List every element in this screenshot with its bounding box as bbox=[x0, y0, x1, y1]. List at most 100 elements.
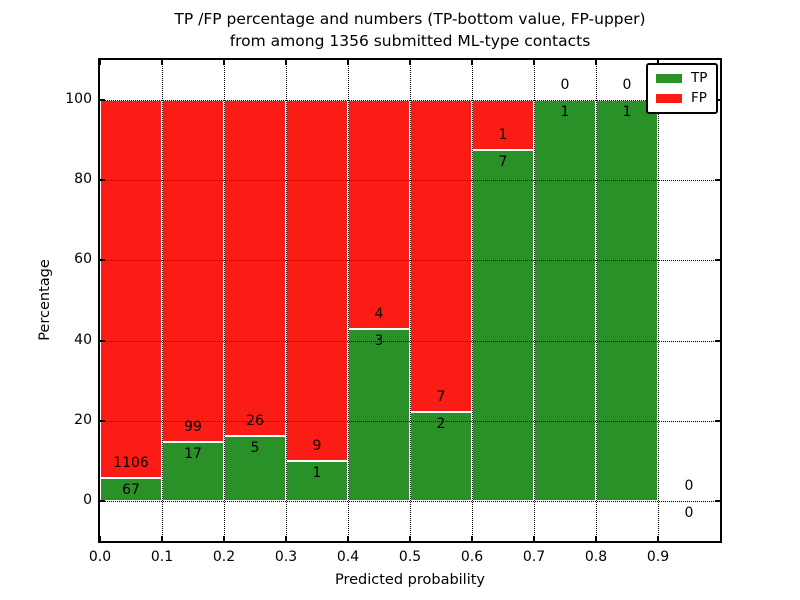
x-tickmark bbox=[347, 60, 349, 65]
x-tick-label: 0.7 bbox=[522, 549, 546, 565]
tp-count-label: 1 bbox=[560, 104, 570, 121]
tp-count-label: 1 bbox=[622, 104, 632, 121]
x-tickmark bbox=[223, 60, 225, 65]
legend-label-tp: TP bbox=[691, 70, 708, 86]
x-tickmark bbox=[657, 60, 659, 65]
x-tickmark bbox=[347, 536, 349, 541]
fp-count-label: 99 bbox=[184, 419, 202, 436]
x-tickmark bbox=[471, 60, 473, 65]
legend-item-tp: TP bbox=[656, 70, 708, 86]
chart-title: TP /FP percentage and numbers (TP-bottom… bbox=[90, 9, 730, 52]
y-tickmark bbox=[100, 339, 105, 342]
tp-count-label: 17 bbox=[184, 446, 202, 463]
tp-bar-segment bbox=[472, 150, 534, 501]
x-tick-label: 0.2 bbox=[212, 549, 236, 565]
fp-count-label: 7 bbox=[436, 388, 446, 405]
vertical-gridline bbox=[596, 60, 597, 541]
x-tickmark bbox=[285, 536, 287, 541]
x-tick-label: 0.5 bbox=[398, 549, 422, 565]
vertical-gridline bbox=[534, 60, 535, 541]
x-tickmark bbox=[285, 60, 287, 65]
x-tick-label: 0.1 bbox=[150, 549, 174, 565]
tp-count-label: 2 bbox=[436, 415, 446, 432]
fp-count-label: 1 bbox=[498, 127, 508, 144]
x-tickmark bbox=[409, 536, 411, 541]
y-tick-label: 20 bbox=[74, 411, 92, 428]
chart-title-line1: TP /FP percentage and numbers (TP-bottom… bbox=[174, 10, 646, 28]
y-axis-label: Percentage bbox=[37, 259, 53, 341]
y-tickmark bbox=[100, 99, 105, 102]
fp-bar-segment bbox=[286, 100, 348, 461]
y-tickmark bbox=[715, 259, 720, 262]
x-tickmark bbox=[223, 536, 225, 541]
tp-count-label: 7 bbox=[498, 154, 508, 171]
x-tickmark bbox=[595, 60, 597, 65]
x-tickmark bbox=[471, 536, 473, 541]
tp-color-swatch bbox=[656, 74, 682, 83]
x-tickmark bbox=[533, 536, 535, 541]
legend-label-fp: FP bbox=[691, 90, 707, 106]
fp-count-label: 26 bbox=[246, 413, 264, 430]
fp-count-label: 0 bbox=[622, 77, 632, 94]
vertical-gridline bbox=[410, 60, 411, 541]
vertical-gridline bbox=[224, 60, 225, 541]
x-axis-label: Predicted probability bbox=[334, 572, 486, 588]
x-tickmark bbox=[595, 536, 597, 541]
x-tickmark bbox=[161, 60, 163, 65]
y-tickmark bbox=[715, 499, 720, 502]
y-tickmark bbox=[715, 179, 720, 182]
fp-bar-segment bbox=[162, 100, 224, 443]
x-tickmark bbox=[99, 60, 101, 65]
tp-count-label: 67 bbox=[122, 482, 140, 499]
fp-count-label: 0 bbox=[560, 77, 570, 94]
tp-count-label: 0 bbox=[684, 504, 694, 521]
y-tickmark bbox=[715, 339, 720, 342]
tp-count-label: 3 bbox=[374, 333, 384, 350]
y-tickmark bbox=[100, 259, 105, 262]
tp-bar-segment bbox=[596, 100, 658, 501]
tp-bar-segment bbox=[348, 329, 410, 501]
fp-count-label: 0 bbox=[684, 477, 694, 494]
y-tickmark bbox=[100, 499, 105, 502]
y-tick-label: 0 bbox=[83, 491, 92, 508]
x-tick-label: 0.0 bbox=[88, 549, 112, 565]
fp-count-label: 9 bbox=[312, 437, 322, 454]
x-tick-label: 0.6 bbox=[460, 549, 484, 565]
y-tickmark bbox=[715, 419, 720, 422]
fp-color-swatch bbox=[656, 94, 682, 103]
vertical-gridline bbox=[348, 60, 349, 541]
y-tick-label: 80 bbox=[74, 171, 92, 188]
fp-count-label: 4 bbox=[374, 306, 384, 323]
tp-bar-segment bbox=[100, 478, 162, 501]
x-tickmark bbox=[533, 60, 535, 65]
y-tick-label: 40 bbox=[74, 331, 92, 348]
vertical-gridline bbox=[286, 60, 287, 541]
legend: TP FP bbox=[646, 63, 718, 114]
vertical-gridline bbox=[472, 60, 473, 541]
y-tickmark bbox=[100, 419, 105, 422]
plot-area: 1106 67 99 17 26 5 9 1 4 3 7 2 1 7 0 1 0 1 0 0 bbox=[99, 60, 720, 541]
vertical-gridline bbox=[162, 60, 163, 541]
x-tickmark bbox=[409, 60, 411, 65]
tp-bar-segment bbox=[534, 100, 596, 501]
x-tickmark bbox=[657, 536, 659, 541]
tp-count-label: 5 bbox=[250, 440, 260, 457]
x-tick-label: 0.8 bbox=[584, 549, 608, 565]
tp-bar-segment bbox=[224, 436, 286, 501]
fp-bar-segment bbox=[100, 100, 162, 479]
fp-bar-segment bbox=[410, 100, 472, 412]
vertical-gridline bbox=[658, 60, 659, 541]
fp-bar-segment bbox=[348, 100, 410, 330]
x-tick-label: 0.3 bbox=[274, 549, 298, 565]
axes-frame bbox=[98, 58, 722, 543]
x-tickmark bbox=[161, 536, 163, 541]
chart-title-line2: from among 1356 submitted ML-type contac… bbox=[229, 31, 591, 50]
fp-bar-segment bbox=[224, 100, 286, 437]
y-tick-label: 60 bbox=[74, 251, 92, 268]
x-tickmark bbox=[99, 536, 101, 541]
tp-count-label: 1 bbox=[312, 464, 322, 481]
y-tick-label: 100 bbox=[65, 91, 92, 108]
x-tick-label: 0.4 bbox=[336, 549, 360, 565]
fp-count-label: 1106 bbox=[113, 455, 149, 472]
